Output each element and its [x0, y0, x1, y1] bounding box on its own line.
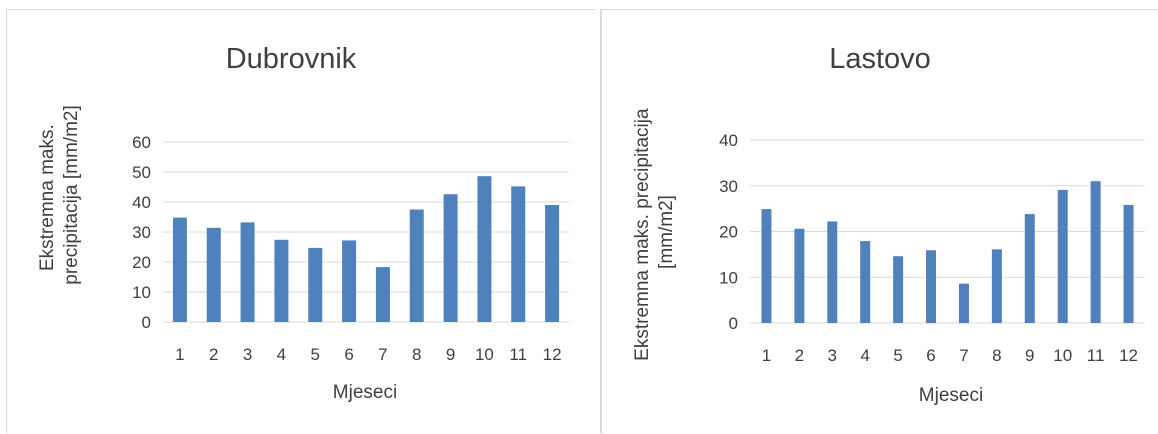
x-tick-label: 12	[1119, 346, 1138, 365]
x-tick-label: 8	[412, 345, 421, 364]
chart-title: Lastovo	[829, 43, 931, 75]
bar	[545, 205, 560, 322]
bar	[375, 267, 390, 322]
x-tick-label: 9	[446, 345, 455, 364]
y-tick-label: 40	[719, 131, 738, 150]
bar	[342, 240, 357, 322]
bar	[893, 256, 904, 323]
y-axis-label-line-2: [mm/m2]	[656, 195, 677, 269]
y-tick-label: 20	[719, 223, 738, 242]
x-tick-label: 4	[277, 345, 286, 364]
x-tick-label: 8	[992, 346, 1001, 365]
y-tick-label: 50	[132, 163, 151, 182]
x-tick-label: 12	[543, 345, 562, 364]
bar	[477, 176, 492, 322]
y-tick-label: 20	[132, 253, 151, 272]
x-axis-label: Mjeseci	[919, 385, 983, 406]
x-tick-label: 5	[893, 346, 902, 365]
bar	[240, 222, 255, 322]
y-axis-label: Ekstremna maks. precipitacija [mm/m2]	[37, 105, 82, 285]
x-tick-label: 11	[1087, 346, 1105, 365]
bar	[1057, 189, 1068, 323]
x-tick-label: 5	[311, 345, 320, 364]
bar	[308, 247, 323, 322]
bar	[172, 217, 187, 322]
x-tick-label: 6	[926, 346, 935, 365]
y-tick-label: 30	[132, 223, 151, 242]
x-tick-label: 3	[243, 345, 252, 364]
x-tick-label: 7	[959, 346, 968, 365]
y-axis-label: Ekstremna maks. precipitacija [mm/m2]	[632, 103, 677, 361]
bar	[274, 239, 289, 322]
x-tick-label: 10	[475, 345, 494, 364]
bar	[1123, 204, 1134, 323]
x-tick-label: 10	[1053, 346, 1072, 365]
x-tick-labels: 1 2 3 4 5 6 7 8 9 10 11 12	[175, 345, 561, 364]
bar	[926, 250, 937, 323]
x-tick-label: 6	[344, 345, 353, 364]
y-tick-label: 0	[142, 313, 151, 332]
bars	[172, 176, 560, 322]
y-tick-label: 30	[719, 177, 738, 196]
x-axis-label: Mjeseci	[333, 382, 397, 403]
x-tick-label: 9	[1025, 346, 1034, 365]
bar	[794, 228, 805, 323]
x-tick-label: 2	[209, 345, 218, 364]
bar	[409, 209, 424, 322]
y-tick-label: 60	[132, 133, 151, 152]
grid-lines	[750, 139, 1145, 324]
y-axis-label-line-1: Ekstremna maks.	[37, 124, 58, 271]
bar	[443, 194, 458, 322]
y-tick-labels: 0 10 20 30 40 50 60	[132, 133, 151, 332]
bar	[827, 221, 838, 323]
x-tick-label: 1	[175, 345, 184, 364]
bar	[958, 283, 969, 323]
bars	[761, 181, 1134, 323]
x-tick-label: 3	[828, 346, 837, 365]
x-tick-labels: 1 2 3 4 5 6 7 8 9 10 11 12	[762, 346, 1138, 365]
bar	[511, 186, 526, 322]
bar	[1090, 181, 1101, 323]
y-tick-label: 10	[719, 268, 738, 287]
bar	[761, 209, 772, 323]
y-tick-label: 40	[132, 193, 151, 212]
chart-panel-lastovo: Lastovo 0 10 20 30 40 1 2 3 4 5 6 7 8 9 10 11 12 Mjesec…	[600, 9, 1158, 433]
y-axis-label-line-2: precipitacija [mm/m2]	[61, 105, 82, 285]
y-tick-label: 10	[132, 283, 151, 302]
x-tick-label: 1	[762, 346, 771, 365]
bar	[860, 241, 871, 323]
y-tick-labels: 0 10 20 30 40	[719, 131, 738, 333]
x-tick-label: 2	[795, 346, 804, 365]
x-tick-label: 4	[860, 346, 869, 365]
y-axis-label-line-1: Ekstremna maks. precipitacija	[632, 108, 653, 361]
grid-lines	[163, 141, 569, 323]
chart-title: Dubrovnik	[226, 43, 357, 75]
chart-panel-dubrovnik: Dubrovnik 0 10 20 30 40 50 60 1 2 3 4 5 6 7 8 9 10 11 12 …	[6, 9, 595, 433]
y-tick-label: 0	[729, 314, 738, 333]
bar	[1024, 214, 1035, 323]
bar	[991, 249, 1002, 323]
bar	[206, 227, 221, 322]
x-tick-label: 11	[509, 345, 527, 364]
x-tick-label: 7	[378, 345, 387, 364]
